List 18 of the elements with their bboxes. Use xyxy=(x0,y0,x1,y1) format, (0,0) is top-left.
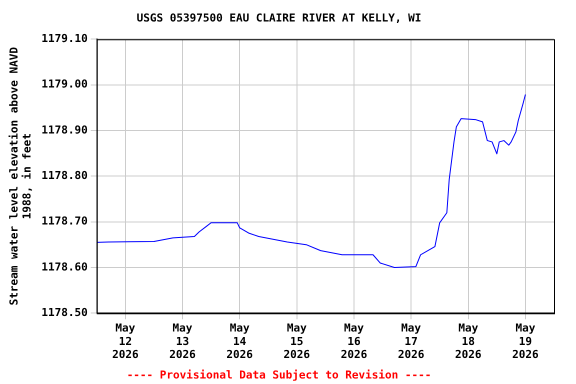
x-tick-label: May 14 2026 xyxy=(226,322,254,362)
y-tick-label: 1178.90 xyxy=(41,123,88,136)
text: ---- Provisional Data Subject to Revision ---- xyxy=(126,368,432,382)
x-tick-label: May 13 2026 xyxy=(169,322,196,362)
y-axis-title: Stream water level elevation above NAVD 1988, in feet xyxy=(7,46,34,306)
x-tick-label: May 15 2026 xyxy=(284,322,310,362)
y-tick-label: 1178.50 xyxy=(41,306,88,320)
x-tick-label: May 17 2026 xyxy=(398,322,425,362)
y-tick-label: 1179.10 xyxy=(41,32,88,46)
x-tick-label: May 18 2026 xyxy=(455,322,482,362)
x-tick-label: May 16 2026 xyxy=(340,322,368,362)
y-tick-label: 1178.60 xyxy=(41,260,88,274)
x-tick-label: May 19 2026 xyxy=(512,322,540,362)
chart-title: USGS 05397500 EAU CLAIRE RIVER AT KELLY, WI xyxy=(136,11,422,24)
y-tick-label: 1178.70 xyxy=(41,214,88,228)
x-tick-label: May 12 2026 xyxy=(112,322,139,362)
y-tick-label: 1178.80 xyxy=(41,169,88,182)
y-tick-label: 1179.00 xyxy=(41,78,88,91)
